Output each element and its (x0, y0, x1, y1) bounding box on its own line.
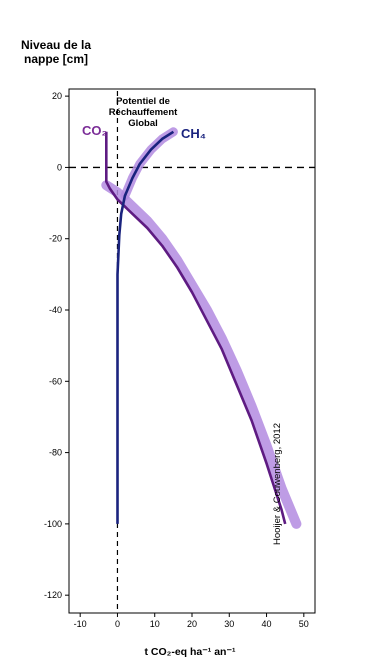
ch4-uncertainty-band (120, 127, 178, 201)
x-tick-label: 40 (262, 619, 272, 629)
y-axis-title-line2: nappe [cm] (23, 52, 88, 66)
gwp-label: Potentiel de Réchauffement Global (106, 96, 180, 129)
series-label-co2: CO₂ (82, 123, 108, 138)
co2-series-line (105, 131, 287, 525)
y-tick-label: 20 (52, 91, 62, 101)
credit-text: Hooijer & Couwenberg, 2012 (272, 423, 283, 545)
x-tick-label: 50 (299, 619, 309, 629)
y-axis-title: Niveau de la nappe [cm] (16, 38, 96, 66)
y-tick-label: 0 (57, 162, 62, 172)
gwp-label-line1: Potentiel de (116, 96, 170, 107)
y-tick-label: -40 (49, 305, 62, 315)
x-tick-label: 20 (187, 619, 197, 629)
y-tick-label: -80 (49, 448, 62, 458)
x-tick-label: 0 (115, 619, 120, 629)
x-tick-label: -10 (74, 619, 87, 629)
x-axis-title: t CO₂-eq ha⁻¹ an⁻¹ (144, 646, 236, 658)
x-tick-label: 30 (224, 619, 234, 629)
y-tick-label: -60 (49, 376, 62, 386)
gwp-label-line2: Réchauffement (108, 107, 178, 118)
series-label-ch4: CH₄ (181, 126, 206, 141)
gwp-label-line3: Global (128, 118, 158, 129)
x-tick-label: 10 (150, 619, 160, 629)
y-tick-label: -100 (44, 519, 62, 529)
y-tick-label: -120 (44, 590, 62, 600)
y-axis-title-line1: Niveau de la (20, 38, 92, 52)
ch4-series-line (116, 130, 175, 524)
co2-uncertainty-band (101, 180, 302, 529)
y-tick-label: -20 (49, 234, 62, 244)
